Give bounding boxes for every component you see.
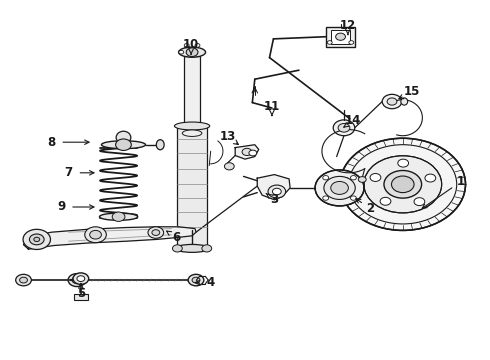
Bar bbox=[326, 27, 355, 47]
Circle shape bbox=[68, 274, 86, 287]
Circle shape bbox=[16, 274, 31, 286]
Circle shape bbox=[364, 156, 441, 213]
Circle shape bbox=[398, 159, 409, 167]
Circle shape bbox=[315, 170, 364, 206]
Circle shape bbox=[425, 174, 436, 182]
Polygon shape bbox=[24, 227, 196, 249]
Bar bbox=[184, 56, 200, 137]
Circle shape bbox=[340, 138, 466, 230]
Text: 10: 10 bbox=[183, 39, 199, 51]
Circle shape bbox=[323, 196, 329, 200]
Ellipse shape bbox=[99, 213, 138, 220]
Circle shape bbox=[350, 196, 356, 200]
Circle shape bbox=[327, 41, 332, 44]
Text: 2: 2 bbox=[366, 202, 374, 215]
Circle shape bbox=[324, 176, 355, 199]
Text: 13: 13 bbox=[220, 130, 236, 143]
Circle shape bbox=[242, 148, 252, 156]
Circle shape bbox=[392, 176, 414, 193]
Circle shape bbox=[186, 48, 198, 57]
Circle shape bbox=[249, 150, 257, 156]
Circle shape bbox=[350, 176, 356, 180]
Circle shape bbox=[336, 33, 345, 40]
Circle shape bbox=[268, 185, 286, 198]
Polygon shape bbox=[257, 175, 290, 200]
Text: 12: 12 bbox=[340, 19, 356, 32]
Circle shape bbox=[414, 198, 425, 206]
Circle shape bbox=[77, 276, 85, 282]
Circle shape bbox=[29, 234, 44, 245]
Bar bbox=[74, 294, 88, 300]
Circle shape bbox=[387, 98, 397, 105]
Circle shape bbox=[323, 176, 329, 180]
Circle shape bbox=[90, 230, 101, 239]
Circle shape bbox=[172, 245, 182, 252]
Text: 11: 11 bbox=[264, 100, 280, 113]
Circle shape bbox=[188, 274, 204, 286]
Circle shape bbox=[72, 276, 82, 284]
Ellipse shape bbox=[116, 131, 131, 144]
Circle shape bbox=[331, 181, 348, 194]
Ellipse shape bbox=[174, 122, 210, 130]
Circle shape bbox=[349, 145, 457, 224]
Ellipse shape bbox=[401, 98, 408, 105]
Text: 14: 14 bbox=[344, 114, 361, 127]
Circle shape bbox=[338, 123, 350, 132]
Circle shape bbox=[148, 227, 164, 238]
Text: 5: 5 bbox=[77, 287, 85, 300]
Ellipse shape bbox=[175, 244, 209, 252]
Circle shape bbox=[152, 230, 160, 235]
Ellipse shape bbox=[101, 141, 146, 149]
Circle shape bbox=[333, 120, 355, 136]
Text: 6: 6 bbox=[172, 231, 180, 244]
Circle shape bbox=[202, 245, 212, 252]
Circle shape bbox=[85, 227, 106, 243]
Circle shape bbox=[370, 174, 381, 181]
Circle shape bbox=[179, 50, 184, 54]
Circle shape bbox=[382, 94, 402, 109]
Text: 15: 15 bbox=[403, 85, 420, 98]
Circle shape bbox=[192, 277, 200, 283]
Text: 7: 7 bbox=[65, 166, 73, 179]
Circle shape bbox=[272, 188, 281, 195]
Bar bbox=[177, 124, 207, 246]
Text: 3: 3 bbox=[270, 193, 278, 206]
Circle shape bbox=[224, 163, 234, 170]
Ellipse shape bbox=[182, 130, 202, 136]
Bar bbox=[331, 30, 350, 44]
Circle shape bbox=[380, 197, 391, 205]
Polygon shape bbox=[235, 145, 259, 159]
Circle shape bbox=[184, 44, 189, 47]
Circle shape bbox=[116, 139, 131, 150]
Circle shape bbox=[34, 237, 40, 242]
Circle shape bbox=[195, 44, 200, 47]
Circle shape bbox=[358, 177, 366, 183]
Text: 4: 4 bbox=[207, 276, 215, 289]
Text: 9: 9 bbox=[57, 201, 65, 213]
Ellipse shape bbox=[179, 47, 206, 57]
Circle shape bbox=[20, 277, 27, 283]
Ellipse shape bbox=[156, 140, 164, 150]
Circle shape bbox=[23, 229, 50, 249]
Circle shape bbox=[73, 273, 89, 284]
Text: 1: 1 bbox=[457, 175, 465, 188]
Circle shape bbox=[349, 41, 354, 44]
Circle shape bbox=[384, 171, 421, 198]
Circle shape bbox=[112, 212, 125, 221]
Text: 8: 8 bbox=[48, 136, 55, 149]
